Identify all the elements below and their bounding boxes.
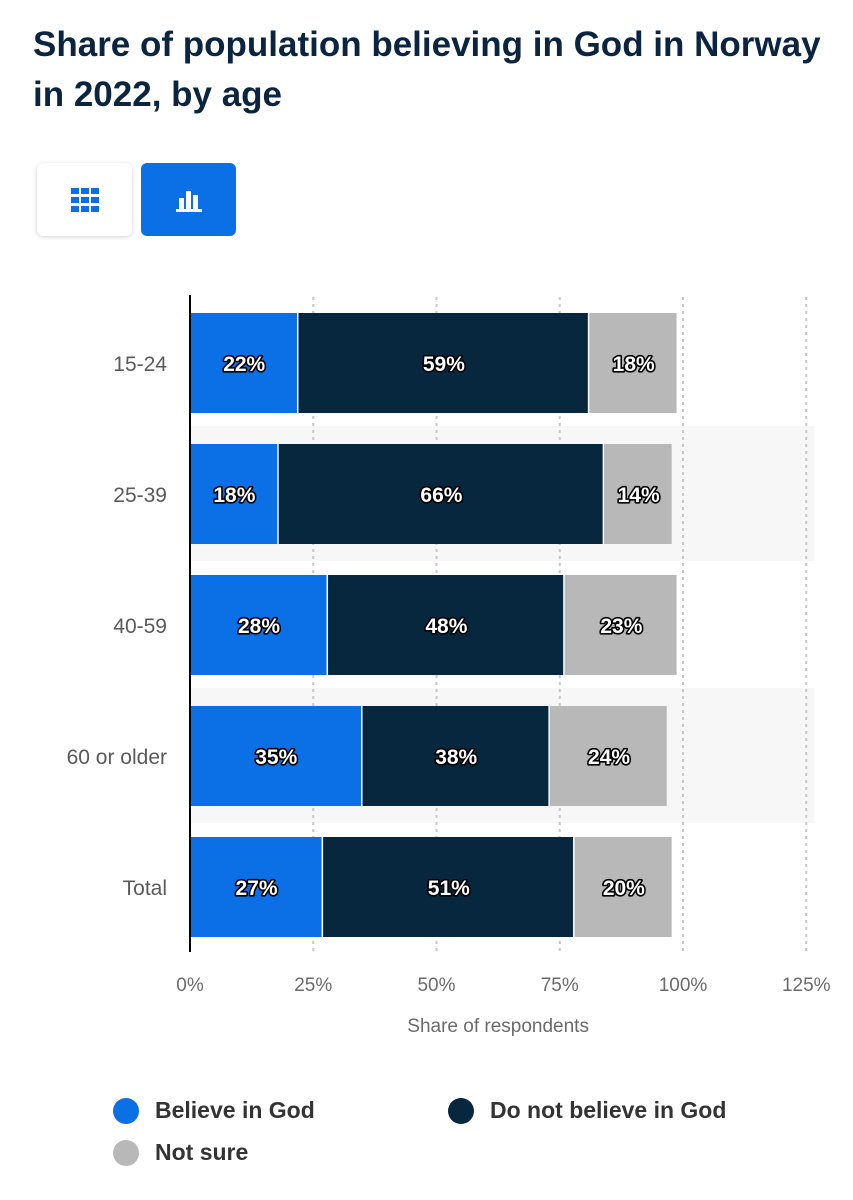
data-label: 20% (603, 877, 645, 900)
bar-not-sure[interactable] (549, 706, 667, 806)
y-tick-label: 25-39 (113, 484, 167, 507)
bar-not-sure[interactable] (574, 837, 672, 937)
data-label: 38% (435, 746, 477, 769)
table-view-button[interactable] (37, 163, 132, 236)
grid-icon (70, 187, 99, 212)
legend-label-not-believe: Do not believe in God (490, 1097, 727, 1123)
x-tick-label: 50% (417, 975, 455, 996)
legend-item-not-sure[interactable]: Not sure (113, 1139, 248, 1166)
chart-title: Share of population believing in God in … (33, 25, 821, 114)
data-label: 28% (238, 615, 280, 638)
data-label: 66% (420, 484, 462, 507)
bar-not-believe[interactable] (298, 313, 588, 413)
bar-believe[interactable] (190, 444, 278, 544)
bar-not-believe[interactable] (328, 575, 564, 675)
x-tick-label: 0% (176, 975, 204, 996)
y-tick-label: 40-59 (113, 615, 167, 638)
x-tick-label: 75% (541, 975, 579, 996)
bar-not-sure[interactable] (589, 313, 677, 413)
data-label: 18% (213, 484, 255, 507)
data-label: 18% (613, 353, 655, 376)
stacked-bar-chart: 22% 59% 18% 18% 66% 14% 28% 48% 23% 35% 38% 24% 27% 5… (67, 295, 831, 1037)
data-label: 22% (223, 353, 265, 376)
legend-item-believe[interactable]: Believe in God (113, 1097, 315, 1124)
x-axis-title: Share of respondents (407, 1016, 589, 1037)
data-label: 35% (255, 746, 297, 769)
data-label: 14% (618, 484, 660, 507)
data-label: 24% (588, 746, 630, 769)
y-tick-label: 60 or older (67, 746, 167, 769)
chart-view-button[interactable] (141, 163, 236, 236)
y-tick-label: Total (123, 877, 167, 900)
legend-dot-believe (113, 1097, 139, 1124)
bar-not-sure[interactable] (604, 444, 672, 544)
data-label: 23% (600, 615, 642, 638)
bar-not-sure[interactable] (564, 575, 677, 675)
legend-dot-not-sure (113, 1139, 139, 1166)
data-label: 59% (423, 353, 465, 376)
bar-believe[interactable] (190, 313, 297, 413)
bar-believe[interactable] (190, 837, 322, 937)
legend-dot-not-believe (448, 1097, 474, 1124)
x-tick-label: 25% (294, 975, 332, 996)
y-tick-label: 15-24 (113, 353, 167, 376)
legend-label-not-sure: Not sure (155, 1139, 249, 1165)
legend-item-not-believe[interactable]: Do not believe in God (448, 1097, 726, 1124)
bar-not-believe[interactable] (278, 444, 603, 544)
bar-believe[interactable] (190, 706, 362, 806)
bar-believe[interactable] (190, 575, 327, 675)
bar-chart-icon (175, 190, 202, 212)
data-label: 51% (428, 877, 470, 900)
data-label: 48% (425, 615, 467, 638)
x-tick-label: 125% (782, 975, 831, 996)
bar-not-believe[interactable] (323, 837, 574, 937)
data-label: 27% (236, 877, 278, 900)
legend-label-believe: Believe in God (155, 1097, 315, 1123)
x-tick-label: 100% (659, 975, 708, 996)
bar-not-believe[interactable] (362, 706, 549, 806)
